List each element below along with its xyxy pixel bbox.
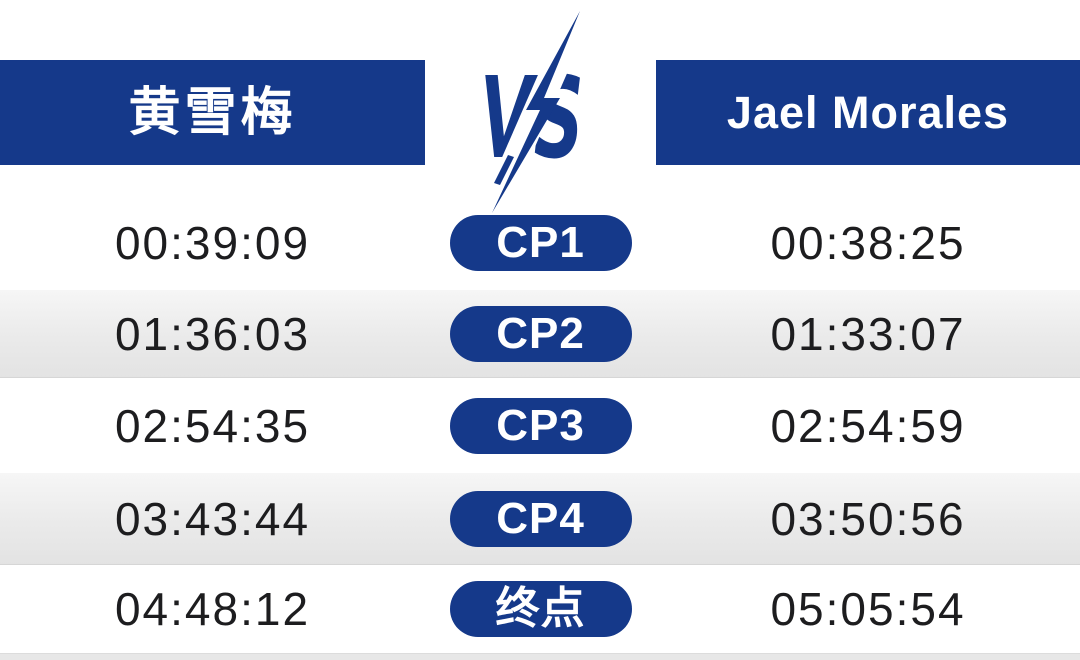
bottom-divider [0, 653, 1080, 660]
checkpoint-badge: CP4 [449, 491, 632, 547]
left-competitor-header: 黄雪梅 [0, 60, 425, 165]
badge-cell: CP2 [425, 306, 656, 362]
badge-cell: CP4 [425, 491, 656, 547]
right-time: 02:54:59 [770, 399, 966, 452]
right-time: 05:05:54 [770, 583, 966, 635]
right-time: 03:50:56 [770, 493, 966, 545]
left-competitor-name: 黄雪梅 [128, 83, 297, 142]
left-time: 01:36:03 [114, 308, 311, 360]
checkpoint-badge finish-badge: 终点 [449, 581, 632, 637]
checkpoint-table: 00:39:09 CP1 00:38:25 01:36:03 CP2 01:33… [0, 165, 1080, 653]
vs-lightning-icon: VS [480, 5, 592, 219]
lightning-dash [494, 155, 514, 185]
badge-cell: CP1 [425, 214, 656, 271]
badge-cell: 终点 [425, 581, 656, 637]
table-row: 02:54:35 CP3 02:54:59 [0, 378, 1080, 473]
left-time: 04:48:12 [114, 583, 311, 635]
vs-logo: VS [430, 5, 650, 219]
checkpoint-badge: CP3 [449, 397, 632, 454]
lightning-bolt [492, 11, 580, 213]
right-time: 00:38:25 [770, 216, 966, 269]
table-row: 03:43:44 CP4 03:50:56 [0, 473, 1080, 565]
header-gap [0, 165, 1080, 195]
table-row: 01:36:03 CP2 01:33:07 [0, 290, 1080, 378]
right-time: 01:33:07 [770, 308, 966, 360]
left-time: 02:54:35 [114, 399, 311, 452]
badge-cell: CP3 [425, 397, 656, 454]
left-time: 03:43:44 [114, 493, 311, 545]
checkpoint-badge: CP2 [449, 306, 632, 362]
checkpoint-badge: CP1 [449, 214, 632, 271]
table-row: 00:39:09 CP1 00:38:25 [0, 195, 1080, 290]
left-time: 00:39:09 [114, 216, 311, 269]
right-competitor-name: Jael Morales [726, 87, 1010, 138]
table-row: 04:48:12 终点 05:05:54 [0, 565, 1080, 653]
right-competitor-header: Jael Morales [656, 60, 1080, 165]
